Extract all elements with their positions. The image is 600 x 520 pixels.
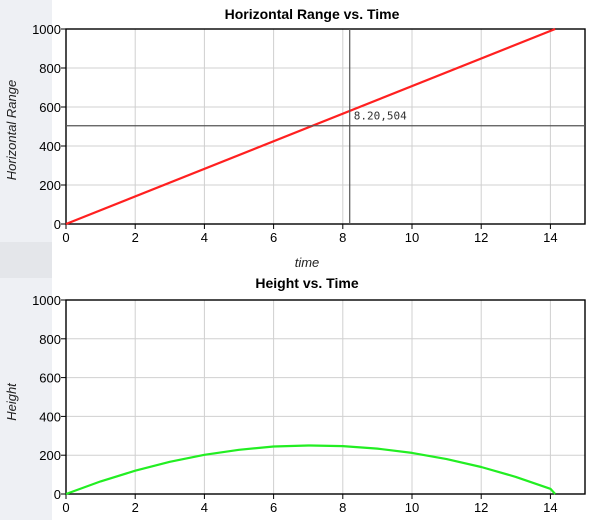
chart1-ylabel: Horizontal Range	[4, 80, 19, 180]
chart1-y-tick-label: 800	[39, 61, 61, 76]
chart1-y-tick-label: 400	[39, 139, 61, 154]
chart2-x-tick-label: 10	[405, 500, 419, 515]
chart1-y-tick-label: 1000	[32, 22, 61, 37]
chart1-y-tick-label: 0	[54, 217, 61, 232]
chart2-ylabel: Height	[4, 382, 19, 421]
chart1-y-tick-label: 600	[39, 100, 61, 115]
chart2-plot-frame	[65, 299, 586, 495]
gutter-band	[0, 242, 52, 278]
chart1-x-tick-label: 8	[339, 230, 346, 245]
chart2-series-line	[65, 444, 557, 496]
chart1-plot-frame	[65, 28, 586, 225]
chart2-y-tick-label: 800	[39, 332, 61, 347]
chart2-y-tick-label: 600	[39, 371, 61, 386]
chart2-y-tick-label: 200	[39, 448, 61, 463]
chart1-x-tick-label: 2	[132, 230, 139, 245]
chart1-x-tick-label: 14	[543, 230, 557, 245]
chart1-x-tick-label: 6	[270, 230, 277, 245]
chart2-y-tick-label: 1000	[32, 293, 61, 308]
chart1-title: Horizontal Range vs. Time	[225, 6, 400, 22]
chart1-x-tick-label: 4	[201, 230, 208, 245]
chart2-x-tick-label: 14	[543, 500, 557, 515]
chart1-x-tick-label: 10	[405, 230, 419, 245]
chart1-x-tick-label: 0	[62, 230, 69, 245]
chart2-title: Height vs. Time	[255, 275, 358, 291]
chart1-series-line	[65, 27, 556, 226]
chart2-x-tick-label: 0	[62, 500, 69, 515]
chart1-y-tick-label: 200	[39, 178, 61, 193]
chart1-x-tick-label: 12	[474, 230, 488, 245]
chart2-x-tick-label: 4	[201, 500, 208, 515]
chart2-y-tick-label: 0	[54, 487, 61, 502]
chart2-x-tick-label: 2	[132, 500, 139, 515]
chart2-x-tick-label: 6	[270, 500, 277, 515]
chart2-x-tick-label: 8	[339, 500, 346, 515]
chart1-xlabel: time	[295, 255, 320, 270]
chart2-y-tick-label: 400	[39, 409, 61, 424]
chart1-crosshair-readout: 8.20,504	[354, 110, 407, 123]
chart2-x-tick-label: 12	[474, 500, 488, 515]
